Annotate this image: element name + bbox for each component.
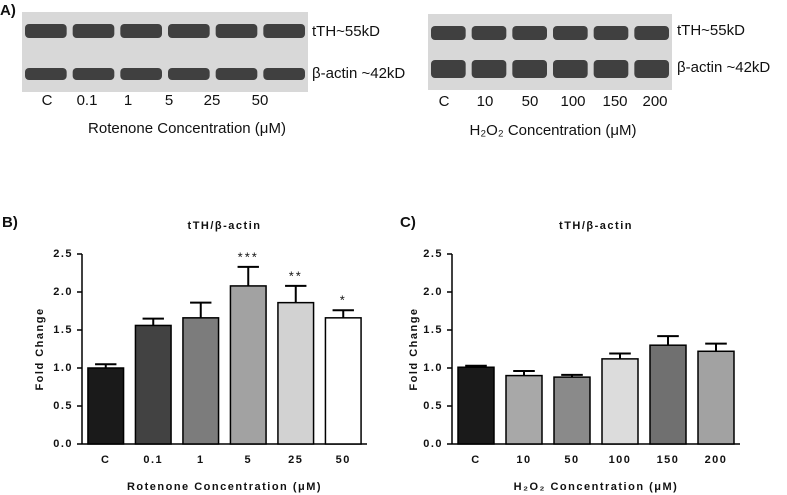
bar: [553, 376, 591, 445]
bar: [87, 367, 125, 445]
x-tick-label: 100: [609, 454, 632, 466]
x-tick-label: C: [101, 454, 110, 466]
y-tick-label: 1.0: [53, 362, 73, 374]
blot-band: [431, 60, 466, 78]
blot-band: [168, 24, 210, 38]
y-tick-label: 2.5: [53, 248, 73, 260]
y-tick-label: 0.5: [53, 400, 73, 412]
y-tick-label: 1.0: [423, 362, 443, 374]
y-tick-label: 1.5: [53, 324, 73, 336]
band-label: tTH~55kD: [677, 22, 745, 39]
lane-label: 50: [252, 92, 269, 109]
blot-axis-label: Rotenone Concentration (μM): [88, 120, 286, 137]
x-tick-label: 5: [244, 454, 252, 466]
x-tick-label: 150: [657, 454, 680, 466]
y-tick-label: 2.0: [423, 286, 443, 298]
x-tick-label: 10: [516, 454, 531, 466]
lane-label: C: [42, 92, 53, 109]
blot-band: [634, 26, 669, 40]
blot-band: [512, 26, 547, 40]
x-tick-label: 50: [336, 454, 351, 466]
x-tick-label: 0.1: [143, 454, 163, 466]
y-axis-label: Fold Change: [408, 307, 420, 390]
blot-band: [593, 60, 629, 78]
lane-label: 0.1: [77, 92, 98, 109]
lane-label: 1: [124, 92, 132, 109]
lane-label: 50: [522, 93, 539, 110]
bar: [505, 374, 543, 445]
lane-label: 100: [560, 93, 585, 110]
blot-band: [512, 60, 547, 78]
blot-background: [428, 14, 672, 90]
panel-label: C): [400, 214, 416, 231]
x-tick-label: C: [471, 454, 480, 466]
blot-band: [25, 68, 67, 80]
bar: [649, 344, 687, 445]
band-label: β-actin ~42kD: [312, 65, 405, 82]
blot-band: [263, 68, 305, 80]
lane-label: 10: [477, 93, 494, 110]
x-axis-label: Rotenone Concentration (μM): [127, 481, 322, 493]
blot-band: [471, 26, 507, 40]
bar: [457, 366, 495, 445]
lane-label: 200: [642, 93, 667, 110]
blot-band: [215, 24, 258, 38]
blot-band: [263, 24, 305, 38]
chart-title: tTH/β-actin: [559, 220, 633, 232]
blot-band: [553, 60, 588, 78]
panel-label: B): [2, 214, 18, 231]
blot-band: [215, 68, 258, 80]
significance-label: *: [340, 293, 347, 308]
y-tick-label: 2.0: [53, 286, 73, 298]
band-label: β-actin ~42kD: [677, 59, 770, 76]
lane-label: 5: [165, 92, 173, 109]
x-tick-label: 50: [564, 454, 579, 466]
x-axis-label: H₂O₂ Concentration (μM): [514, 481, 679, 493]
blot-band: [72, 24, 115, 38]
blot-band: [25, 24, 67, 38]
blot-band: [553, 26, 588, 40]
blot-band: [431, 26, 466, 40]
blot-band: [120, 24, 162, 38]
y-tick-label: 0.5: [423, 400, 443, 412]
bar: [324, 317, 362, 445]
bar: [229, 285, 267, 445]
lane-label: C: [439, 93, 450, 110]
band-label: tTH~55kD: [312, 23, 380, 40]
bar: [697, 350, 735, 445]
blot-band: [72, 68, 115, 80]
y-axis-label: Fold Change: [34, 307, 46, 390]
x-tick-label: 200: [705, 454, 728, 466]
blot-band: [120, 68, 162, 80]
blot-band: [471, 60, 507, 78]
chart-title: tTH/β-actin: [188, 220, 262, 232]
bar: [134, 324, 172, 445]
blot-band: [168, 68, 210, 80]
lane-label: 25: [204, 92, 221, 109]
bar: [277, 301, 315, 445]
significance-label: ***: [238, 249, 259, 264]
panel-label: A): [0, 2, 16, 19]
x-tick-label: 25: [288, 454, 303, 466]
significance-label: **: [289, 268, 303, 283]
blot-background: [22, 12, 308, 92]
bar: [601, 358, 639, 445]
y-tick-label: 2.5: [423, 248, 443, 260]
blot-band: [593, 26, 629, 40]
x-tick-label: 1: [197, 454, 205, 466]
blot-axis-label: H₂O₂ Concentration (μM): [470, 122, 637, 139]
blot-band: [634, 60, 669, 78]
y-tick-label: 1.5: [423, 324, 443, 336]
y-tick-label: 0.0: [423, 438, 443, 450]
y-tick-label: 0.0: [53, 438, 73, 450]
bar: [182, 317, 220, 445]
lane-label: 150: [602, 93, 627, 110]
